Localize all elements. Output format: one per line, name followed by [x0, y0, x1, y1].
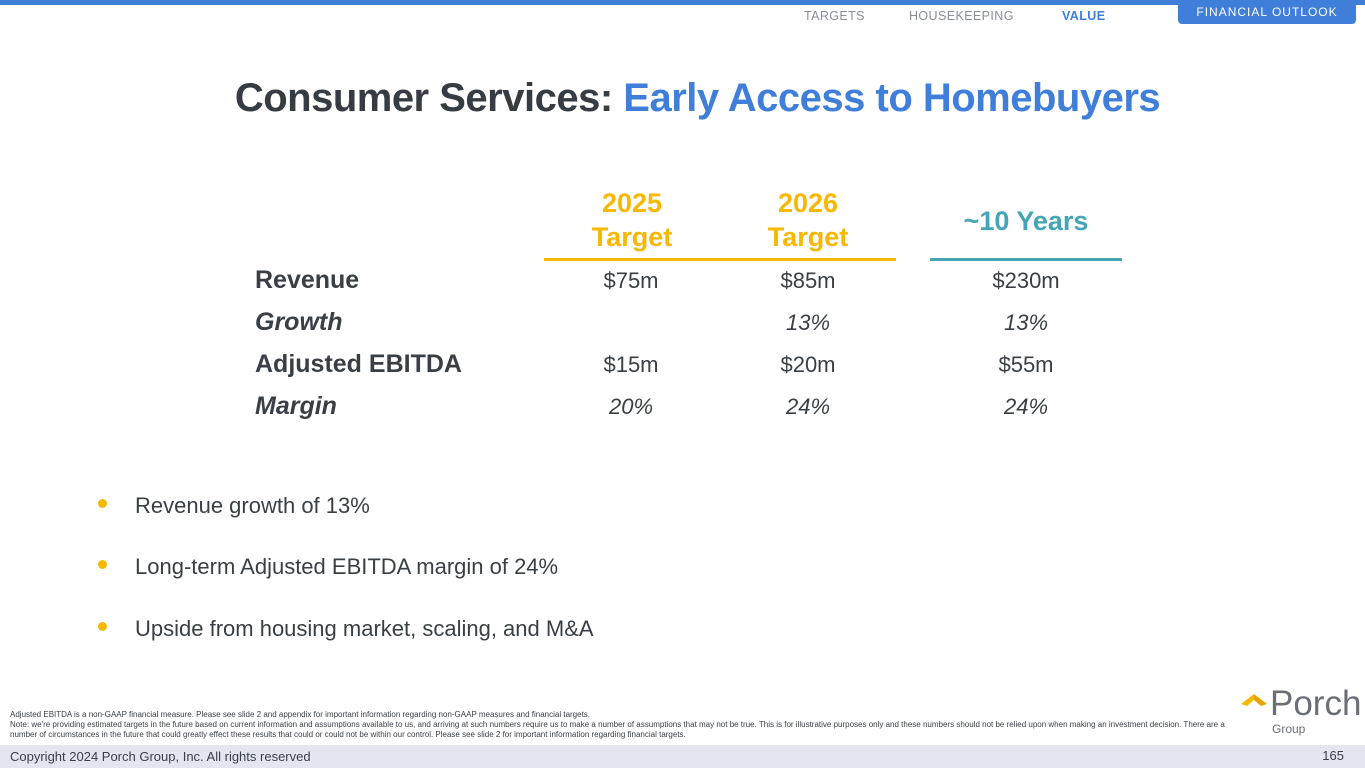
header-rule-targets — [544, 258, 896, 261]
bullet-revenue-growth: Revenue growth of 13% — [135, 493, 370, 518]
section-tag: FINANCIAL OUTLOOK — [1178, 0, 1356, 24]
bullet-upside: Upside from housing market, scaling, and… — [135, 616, 594, 641]
cell-ebitda-10y: $55m — [998, 352, 1054, 377]
cell-ebitda-2026: $20m — [780, 352, 836, 377]
nav-item-value[interactable]: VALUE — [1062, 9, 1106, 23]
cell-growth-2026: 13% — [785, 310, 831, 335]
title-highlight: Early Access to Homebuyers — [623, 76, 1161, 120]
nav-item-housekeeping[interactable]: HOUSEKEEPING — [909, 9, 1014, 23]
page-number: 165 — [1322, 748, 1344, 763]
cell-revenue-2025: $75m — [603, 268, 659, 293]
nav-item-targets[interactable]: TARGETS — [804, 9, 865, 23]
copyright-text: Copyright 2024 Porch Group, Inc. All rig… — [10, 749, 311, 764]
cell-revenue-10y: $230m — [992, 268, 1060, 293]
page-title: Consumer Services: Early Access to Homeb… — [0, 76, 1365, 121]
header-rule-long-term — [930, 258, 1122, 261]
row-label-margin: Margin — [255, 392, 337, 420]
cell-margin-10y: 24% — [1003, 394, 1049, 419]
row-label-growth: Growth — [255, 308, 343, 336]
footer-bar: Copyright 2024 Porch Group, Inc. All rig… — [0, 745, 1365, 768]
cell-ebitda-2025: $15m — [603, 352, 659, 377]
column-header-2026-label: Target — [767, 222, 849, 252]
title-prefix: Consumer Services: — [234, 76, 613, 120]
bullet-ebitda-margin: Long-term Adjusted EBITDA margin of 24% — [135, 554, 559, 579]
logo-wordmark: Porch — [1270, 684, 1362, 723]
cell-growth-10y: 13% — [1003, 310, 1049, 335]
column-header-2026: 2026 Target — [720, 186, 896, 254]
column-header-10-years: ~10 Years — [930, 204, 1122, 238]
column-header-2025-year: 2025 — [601, 188, 663, 218]
footnote-disclaimer: Note: we're providing estimated targets … — [10, 720, 1225, 739]
row-label-adjusted-ebitda: Adjusted EBITDA — [255, 350, 462, 378]
row-label-revenue: Revenue — [255, 266, 360, 294]
column-header-2025: 2025 Target — [544, 186, 720, 254]
column-header-10-years-label: ~10 Years — [963, 206, 1089, 236]
logo-subtext: Group — [1272, 722, 1306, 736]
footnotes: Adjusted EBITDA is a non-GAAP financial … — [10, 710, 1225, 740]
section-nav: TARGETS HOUSEKEEPING VALUE — [0, 9, 1365, 25]
bullet-dot — [98, 622, 107, 631]
column-header-2025-label: Target — [591, 222, 673, 252]
cell-margin-2025: 20% — [608, 394, 654, 419]
bullet-dot — [98, 560, 107, 569]
bullet-dot — [98, 499, 107, 508]
cell-revenue-2026: $85m — [780, 268, 836, 293]
footnote-non-gaap: Adjusted EBITDA is a non-GAAP financial … — [10, 710, 591, 719]
column-header-2026-year: 2026 — [777, 188, 839, 218]
roof-icon — [1241, 694, 1267, 706]
porch-group-logo: Porch Group — [1240, 684, 1362, 738]
top-accent-bar — [0, 0, 1365, 5]
cell-margin-2026: 24% — [785, 394, 831, 419]
